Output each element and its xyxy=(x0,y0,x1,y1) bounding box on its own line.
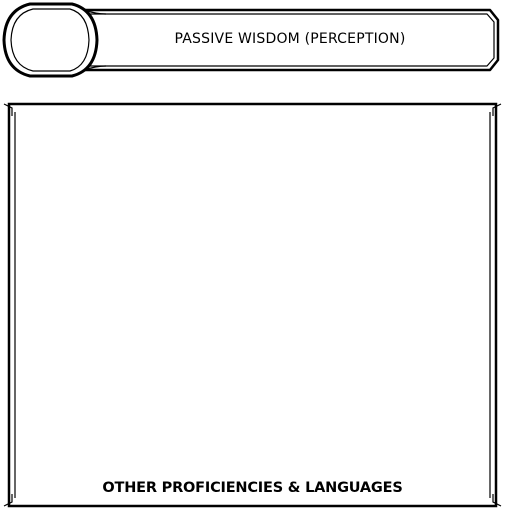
proficiencies-box-frame xyxy=(3,102,502,508)
other-proficiencies-title: OTHER PROFICIENCIES & LANGUAGES xyxy=(102,480,403,496)
other-proficiencies-textarea[interactable] xyxy=(22,118,483,470)
passive-wisdom-label: PASSIVE WISDOM (PERCEPTION) xyxy=(174,31,406,47)
passive-wisdom-score-input[interactable] xyxy=(14,12,88,72)
